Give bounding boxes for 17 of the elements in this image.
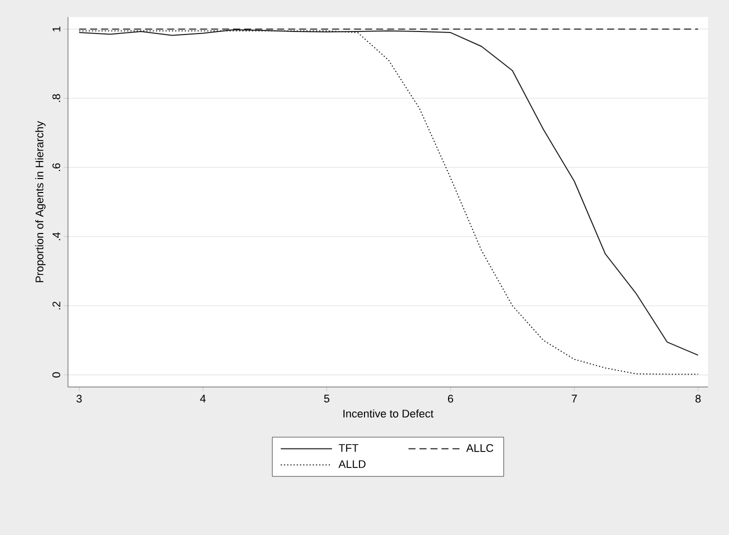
x-tick-label: 7	[572, 394, 577, 402]
x-tick-label: 5	[324, 394, 330, 402]
y-tick-label: .2	[52, 302, 60, 310]
x-tick-label: 3	[76, 394, 82, 403]
legend-label: TFT	[338, 444, 358, 452]
y-tick-label: .8	[52, 94, 60, 102]
y-tick-label: .4	[52, 232, 60, 240]
x-tick-label: 6	[448, 394, 454, 403]
y-tick-label: 0	[52, 372, 60, 378]
x-tick-label: 8	[696, 394, 701, 403]
y-tick-label: 1	[52, 26, 60, 32]
y-axis-title: Proportion of Agents in Hierarchy	[35, 121, 46, 282]
y-tick-label: .6	[52, 163, 60, 171]
legend-label: ALLC	[466, 444, 494, 452]
x-tick-label: 4	[200, 394, 206, 402]
x-axis-title: Incentive to Defect	[343, 409, 434, 418]
legend-label: ALLD	[338, 460, 366, 468]
